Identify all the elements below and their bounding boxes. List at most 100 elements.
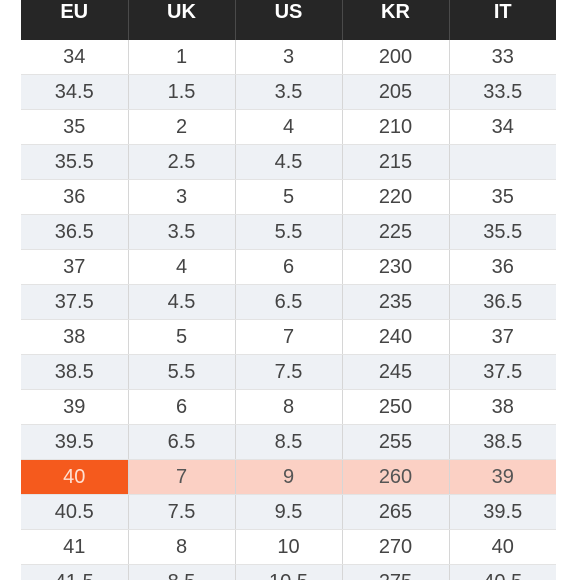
cell-us: 3.5 <box>235 74 343 110</box>
cell-eu: 36 <box>21 179 129 215</box>
cell-it: 37.5 <box>449 354 556 390</box>
cell-uk: 4 <box>128 249 236 285</box>
header-eu: EU <box>21 0 129 40</box>
cell-it: 36.5 <box>449 284 556 320</box>
cell-it: 39.5 <box>449 494 556 530</box>
cell-kr: 215 <box>342 144 450 180</box>
cell-kr: 255 <box>342 424 450 460</box>
cell-kr: 230 <box>342 249 450 285</box>
cell-it: 34 <box>449 109 556 145</box>
cell-eu: 40 <box>21 459 129 495</box>
table-row: 34.5 1.5 3.5 205 33.5 <box>21 74 556 110</box>
cell-it: 40 <box>449 529 556 565</box>
cell-eu: 38.5 <box>21 354 129 390</box>
cell-uk: 8.5 <box>128 564 236 580</box>
cell-eu: 38 <box>21 319 129 355</box>
cell-eu: 35.5 <box>21 144 129 180</box>
cell-it: 36 <box>449 249 556 285</box>
cell-kr: 210 <box>342 109 450 145</box>
cell-uk: 2.5 <box>128 144 236 180</box>
cell-it: 37 <box>449 319 556 355</box>
header-kr: KR <box>342 0 450 40</box>
cell-eu: 34.5 <box>21 74 129 110</box>
table-row: 35 2 4 210 34 <box>21 109 556 145</box>
table-row: 36.5 3.5 5.5 225 35.5 <box>21 214 556 250</box>
table-row: 37 4 6 230 36 <box>21 249 556 285</box>
cell-uk: 3 <box>128 179 236 215</box>
cell-uk: 4.5 <box>128 284 236 320</box>
table-row: 34 1 3 200 33 <box>21 40 556 75</box>
cell-us: 6 <box>235 249 343 285</box>
cell-uk: 7 <box>128 459 236 495</box>
cell-uk: 6.5 <box>128 424 236 460</box>
cell-it: 38 <box>449 389 556 425</box>
cell-us: 3 <box>235 40 343 75</box>
table-row: 39.5 6.5 8.5 255 38.5 <box>21 424 556 460</box>
table-row: 39 6 8 250 38 <box>21 389 556 425</box>
cell-eu: 37.5 <box>21 284 129 320</box>
cell-eu: 40.5 <box>21 494 129 530</box>
cell-kr: 265 <box>342 494 450 530</box>
cell-us: 8 <box>235 389 343 425</box>
cell-us: 10 <box>235 529 343 565</box>
cell-kr: 205 <box>342 74 450 110</box>
cell-kr: 200 <box>342 40 450 75</box>
cell-us: 7 <box>235 319 343 355</box>
cell-it: 40.5 <box>449 564 556 580</box>
table-row: 41 8 10 270 40 <box>21 529 556 565</box>
cell-kr: 220 <box>342 179 450 215</box>
size-conversion-table: EU UK US KR IT 34 1 3 200 33 34.5 1.5 3.5 205 33.… <box>21 0 556 580</box>
cell-uk: 1.5 <box>128 74 236 110</box>
cell-us: 10.5 <box>235 564 343 580</box>
cell-us: 8.5 <box>235 424 343 460</box>
cell-it: 33 <box>449 40 556 75</box>
size-chart: EU UK US KR IT 34 1 3 200 33 34.5 1.5 3.5 205 33.… <box>21 0 556 580</box>
cell-kr: 250 <box>342 389 450 425</box>
cell-uk: 7.5 <box>128 494 236 530</box>
cell-us: 5 <box>235 179 343 215</box>
cell-uk: 6 <box>128 389 236 425</box>
cell-uk: 3.5 <box>128 214 236 250</box>
table-body: 34 1 3 200 33 34.5 1.5 3.5 205 33.5 35 2 4 210 34 35.5 2… <box>21 40 556 580</box>
cell-eu: 36.5 <box>21 214 129 250</box>
cell-eu: 39 <box>21 389 129 425</box>
cell-us: 4 <box>235 109 343 145</box>
header-uk: UK <box>128 0 236 40</box>
cell-us: 9.5 <box>235 494 343 530</box>
header-row: EU UK US KR IT <box>21 0 556 40</box>
cell-kr: 270 <box>342 529 450 565</box>
cell-kr: 240 <box>342 319 450 355</box>
cell-us: 6.5 <box>235 284 343 320</box>
cell-it: 35.5 <box>449 214 556 250</box>
cell-eu: 41 <box>21 529 129 565</box>
cell-kr: 235 <box>342 284 450 320</box>
header-it: IT <box>449 0 556 40</box>
table-row: 41.58.510.527540.5 <box>21 564 556 580</box>
cell-uk: 1 <box>128 40 236 75</box>
cell-kr: 275 <box>342 564 450 580</box>
cell-us: 7.5 <box>235 354 343 390</box>
cell-eu: 35 <box>21 109 129 145</box>
cell-kr: 260 <box>342 459 450 495</box>
cell-uk: 5 <box>128 319 236 355</box>
cell-uk: 5.5 <box>128 354 236 390</box>
cell-kr: 225 <box>342 214 450 250</box>
table-row: 36 3 5 220 35 <box>21 179 556 215</box>
table-row: 37.5 4.5 6.5 235 36.5 <box>21 284 556 320</box>
cell-eu: 41.5 <box>21 564 129 580</box>
cell-it <box>449 144 556 180</box>
table-row: 40.5 7.5 9.5 265 39.5 <box>21 494 556 530</box>
cell-eu: 34 <box>21 40 129 75</box>
table-row: 38.5 5.5 7.5 245 37.5 <box>21 354 556 390</box>
cell-it: 38.5 <box>449 424 556 460</box>
cell-eu: 37 <box>21 249 129 285</box>
cell-kr: 245 <box>342 354 450 390</box>
cell-it: 33.5 <box>449 74 556 110</box>
header-us: US <box>235 0 343 40</box>
cell-uk: 2 <box>128 109 236 145</box>
cell-uk: 8 <box>128 529 236 565</box>
cell-eu: 39.5 <box>21 424 129 460</box>
cell-us: 5.5 <box>235 214 343 250</box>
table-row-highlighted: 40 7 9 260 39 <box>21 459 556 495</box>
cell-it: 35 <box>449 179 556 215</box>
